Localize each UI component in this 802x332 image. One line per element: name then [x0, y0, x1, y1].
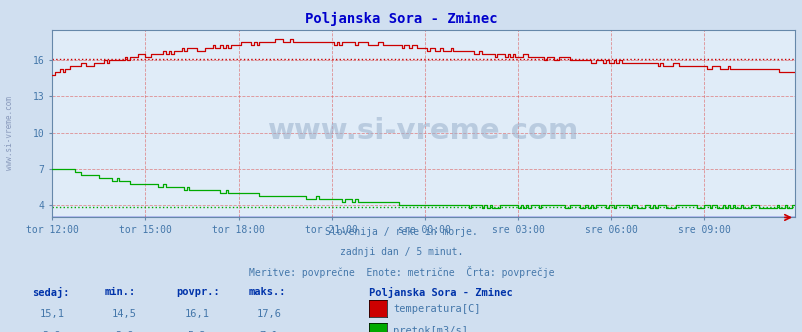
Text: www.si-vreme.com: www.si-vreme.com	[268, 117, 578, 145]
Text: temperatura[C]: temperatura[C]	[393, 304, 480, 314]
Text: povpr.:: povpr.:	[176, 287, 220, 297]
Text: 3,9: 3,9	[43, 331, 62, 332]
Text: Slovenija / reke in morje.: Slovenija / reke in morje.	[325, 227, 477, 237]
Text: 15,1: 15,1	[39, 309, 65, 319]
Text: 3,9: 3,9	[115, 331, 134, 332]
Text: www.si-vreme.com: www.si-vreme.com	[5, 96, 14, 170]
Text: 17,6: 17,6	[256, 309, 282, 319]
Text: 7,1: 7,1	[259, 331, 278, 332]
Text: 5,2: 5,2	[187, 331, 206, 332]
Text: maks.:: maks.:	[249, 287, 286, 297]
Text: min.:: min.:	[104, 287, 136, 297]
Text: Poljanska Sora - Zminec: Poljanska Sora - Zminec	[305, 12, 497, 26]
Text: 14,5: 14,5	[111, 309, 137, 319]
Text: pretok[m3/s]: pretok[m3/s]	[393, 326, 468, 332]
Text: 16,1: 16,1	[184, 309, 209, 319]
Text: Meritve: povprečne  Enote: metrične  Črta: povprečje: Meritve: povprečne Enote: metrične Črta:…	[249, 266, 553, 278]
Text: sedaj:: sedaj:	[32, 287, 70, 298]
Text: zadnji dan / 5 minut.: zadnji dan / 5 minut.	[339, 247, 463, 257]
Text: Poljanska Sora - Zminec: Poljanska Sora - Zminec	[369, 287, 512, 298]
